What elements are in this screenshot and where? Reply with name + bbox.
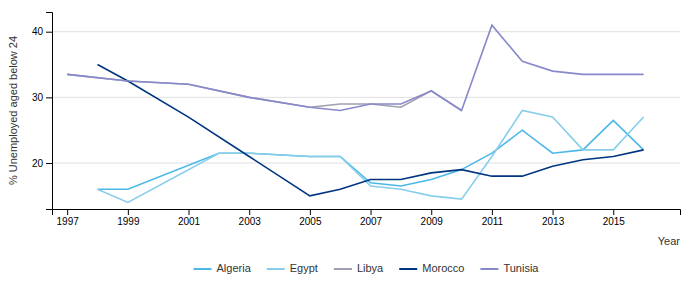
x-tick-mark (249, 209, 250, 215)
grid-line (52, 97, 680, 98)
x-tick: 1999 (117, 209, 140, 227)
x-axis: 1997 1999 2001 2003 2005 2007 2009 2011 2013 2015 (53, 209, 681, 227)
x-tick-mark (128, 209, 129, 215)
legend-swatch (399, 268, 417, 270)
series-line (98, 111, 644, 203)
x-tick: 2015 (603, 209, 626, 227)
legend-label: Egypt (290, 262, 318, 274)
x-tick: 2005 (299, 209, 322, 227)
x-tick: 2013 (542, 209, 565, 227)
y-tick: 20 (32, 158, 52, 169)
legend-swatch (480, 268, 498, 270)
y-tick: 30 (32, 92, 52, 103)
grid-line (52, 163, 680, 164)
y-tick-mark (46, 97, 52, 98)
x-axis-title: Year (658, 235, 681, 247)
x-tick: 2011 (482, 209, 504, 227)
legend: Algeria Egypt Libya Morocco Tunisia (194, 262, 540, 274)
x-tick-label: 2007 (360, 216, 383, 227)
legend-item: Tunisia (480, 262, 539, 274)
x-tick-mark (553, 209, 554, 215)
y-axis-line (46, 13, 53, 210)
x-tick-mark (310, 209, 311, 215)
legend-item: Libya (334, 262, 384, 274)
chart: 1997 1999 2001 2003 2005 2007 2009 2011 2013 2015… (0, 0, 700, 287)
x-tick-mark (189, 209, 190, 215)
x-tick-mark (492, 209, 493, 215)
y-tick-mark (46, 32, 52, 33)
x-tick-mark (371, 209, 372, 215)
y-axis: 20 30 40 (32, 13, 53, 210)
x-tick: 2009 (421, 209, 444, 227)
x-tick: 2003 (239, 209, 262, 227)
x-tick-label: 2015 (603, 216, 626, 227)
x-tick-label: 1997 (57, 216, 80, 227)
y-tick-label: 30 (32, 92, 44, 103)
x-tick-label: 2011 (482, 216, 504, 227)
grid-line (52, 31, 680, 32)
lines (67, 25, 643, 202)
legend-item: Algeria (194, 262, 252, 274)
legend-swatch (334, 268, 352, 270)
legend-label: Libya (357, 262, 384, 274)
y-tick-mark (46, 163, 52, 164)
plot: 1997 1999 2001 2003 2005 2007 2009 2011 2013 2015… (32, 13, 681, 228)
x-tick-mark (431, 209, 432, 215)
legend-item: Egypt (267, 262, 318, 274)
legend-swatch (267, 268, 285, 270)
legend-item: Morocco (399, 262, 464, 274)
legend-label: Tunisia (503, 262, 539, 274)
x-axis-line (53, 210, 681, 216)
y-tick-label: 40 (32, 26, 44, 37)
y-axis-title: % Unemployed aged below 24 (7, 36, 19, 185)
x-tick-label: 2001 (178, 216, 201, 227)
x-tick-label: 2013 (542, 216, 565, 227)
x-tick: 2001 (178, 209, 201, 227)
legend-label: Algeria (217, 262, 252, 274)
x-tick-mark (67, 209, 68, 215)
x-tick: 2007 (360, 209, 383, 227)
x-tick-label: 2005 (299, 216, 322, 227)
legend-label: Morocco (422, 262, 464, 274)
x-tick-label: 2003 (239, 216, 262, 227)
x-tick-label: 2009 (421, 216, 444, 227)
y-tick-label: 20 (32, 158, 44, 169)
series-line (67, 25, 643, 110)
x-tick-label: 1999 (117, 216, 140, 227)
legend-swatch (194, 268, 212, 270)
y-tick: 40 (32, 26, 52, 37)
x-tick: 1997 (57, 209, 80, 227)
x-tick-mark (613, 209, 614, 215)
grid (52, 32, 680, 163)
